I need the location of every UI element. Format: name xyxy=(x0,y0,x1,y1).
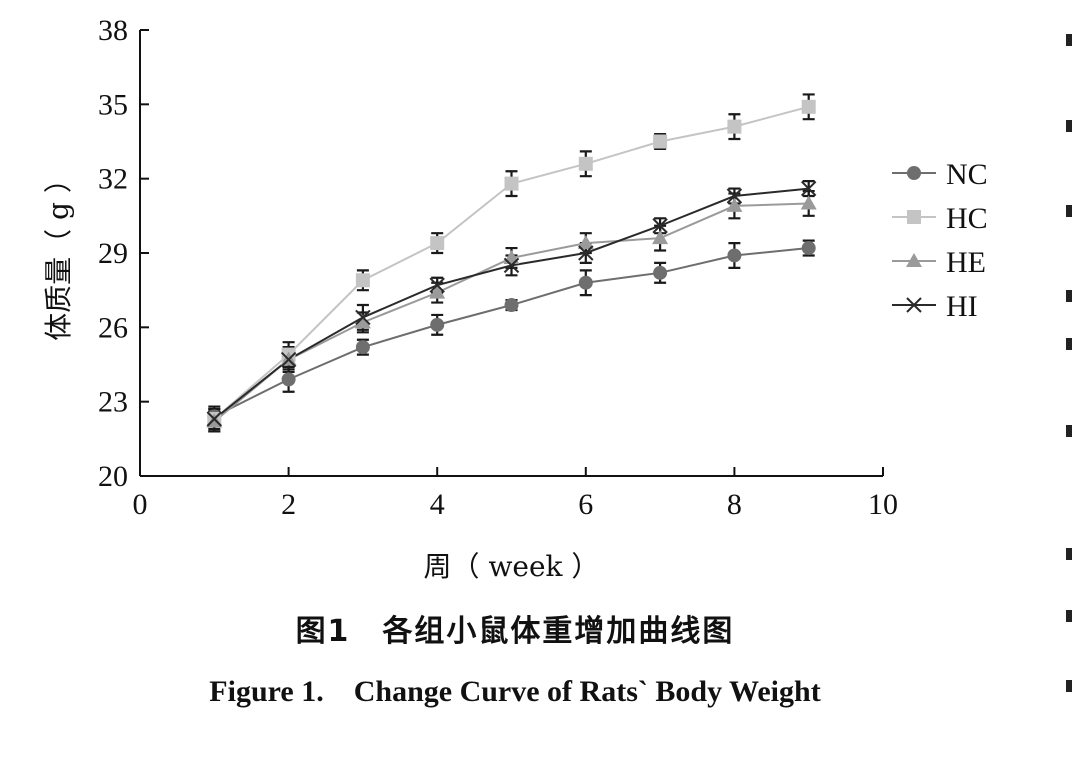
y-tick-label: 32 xyxy=(98,163,128,196)
body-weight-chart: 20 23 26 29 32 35 38 0 2 4 6 8 10 周（ week ） 体质量（ g ） N… xyxy=(42,14,988,583)
data-point-hi xyxy=(726,188,743,204)
legend-label-hi: HI xyxy=(946,290,978,323)
data-point-he xyxy=(577,235,594,250)
data-point-nc xyxy=(281,372,296,387)
data-point-he xyxy=(429,284,446,299)
edge-mark xyxy=(1066,205,1072,217)
page-edge-marks xyxy=(1066,0,1075,780)
edge-mark xyxy=(1066,34,1072,46)
data-point-hc xyxy=(355,273,370,288)
y-tick-label: 26 xyxy=(98,311,128,344)
series-line-he xyxy=(213,202,809,423)
data-point-hc xyxy=(653,134,668,149)
x-tick-label: 0 xyxy=(133,488,148,521)
legend-marker-nc xyxy=(907,166,921,180)
edge-mark xyxy=(1066,548,1072,560)
data-point-hc xyxy=(727,119,742,134)
data-point-hc xyxy=(430,236,445,251)
x-tick-label: 4 xyxy=(430,488,445,521)
data-point-hi xyxy=(800,180,817,197)
y-tick-label: 35 xyxy=(98,88,128,121)
x-tick-label: 8 xyxy=(727,488,742,521)
x-tick-label: 2 xyxy=(281,488,296,521)
x-tick-label: 10 xyxy=(868,488,898,521)
data-point-nc xyxy=(727,248,742,263)
y-tick-label: 20 xyxy=(98,460,128,493)
data-point-hi xyxy=(206,411,223,427)
data-point-nc xyxy=(653,265,668,280)
data-point-nc xyxy=(578,275,593,290)
edge-mark xyxy=(1066,120,1072,132)
x-axis-title: 周（ week ） xyxy=(424,550,600,583)
data-point-hi xyxy=(355,309,371,326)
data-point-hi xyxy=(503,257,520,274)
edge-mark xyxy=(1066,290,1072,302)
legend-label-he: HE xyxy=(946,246,986,279)
y-axis-title: 体质量（ g ） xyxy=(42,165,75,341)
data-point-hi xyxy=(429,277,445,293)
data-point-hi xyxy=(280,351,297,368)
data-point-nc xyxy=(430,317,445,332)
legend-marker-he xyxy=(906,253,922,267)
chart-axes: 20 23 26 29 32 35 38 0 2 4 6 8 10 周（ week ） 体质量（ g ） xyxy=(42,14,898,583)
data-point-hi xyxy=(578,245,594,261)
legend-label-hc: HC xyxy=(946,202,988,235)
legend: NC HC HE HI xyxy=(892,158,988,323)
data-point-nc xyxy=(801,241,816,256)
data-point-nc xyxy=(504,298,519,313)
legend-marker-hi xyxy=(906,297,922,313)
edge-mark xyxy=(1066,610,1072,622)
series-markers xyxy=(206,99,817,428)
figure-caption-english: Figure 1. Change Curve of Rats` Body Wei… xyxy=(209,675,821,708)
y-tick-label: 29 xyxy=(98,237,128,270)
data-point-he xyxy=(354,314,371,329)
data-point-he xyxy=(726,197,743,212)
legend-label-nc: NC xyxy=(946,158,988,191)
edge-mark xyxy=(1066,425,1072,437)
data-point-he xyxy=(800,195,817,210)
data-point-nc xyxy=(355,340,370,355)
x-tick-label: 6 xyxy=(578,488,593,521)
edge-mark xyxy=(1066,680,1072,692)
data-point-he xyxy=(652,230,669,245)
y-tick-label: 23 xyxy=(98,386,128,419)
data-point-hi xyxy=(652,218,668,234)
data-point-hc xyxy=(801,99,816,114)
legend-marker-hc xyxy=(907,210,921,224)
data-point-hc xyxy=(578,156,593,171)
edge-mark xyxy=(1066,338,1072,350)
data-point-hc xyxy=(504,176,519,191)
y-tick-label: 38 xyxy=(98,14,128,47)
figure-caption-chinese: 图1 各组小鼠体重增加曲线图 xyxy=(295,614,735,649)
